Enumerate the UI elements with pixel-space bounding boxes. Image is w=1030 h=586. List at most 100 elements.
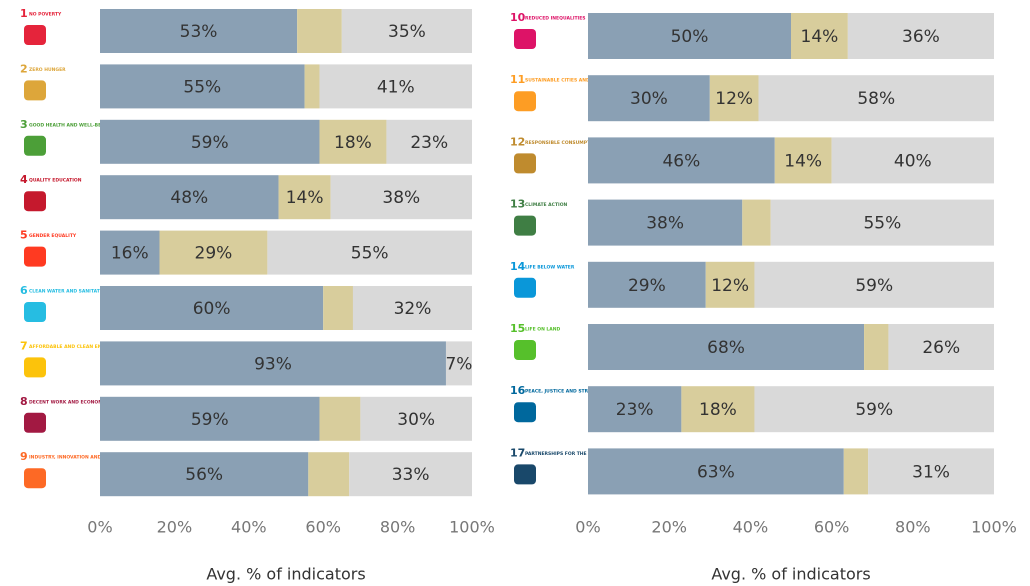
bar-segment [754,261,994,308]
data-label: 55% [351,244,389,264]
goal-number: 2 [20,62,28,75]
bar-segment [758,75,994,122]
bar-segment [588,137,775,184]
data-label: 50% [671,27,709,47]
data-label: 68% [707,338,745,358]
goal-number: 5 [20,229,28,242]
bar-segment [100,286,324,330]
bar-segment [709,75,759,122]
bar-segment [588,324,865,370]
x-tick-label: 80% [895,518,931,537]
bar-segment [386,119,472,164]
bar-segment [847,13,994,59]
data-label: 30% [630,89,668,109]
goal-icon [24,246,46,267]
bar-segment [888,324,994,370]
goal-number: 8 [20,395,28,408]
bar-segment [864,324,889,370]
x-tick-label: 60% [814,518,850,537]
x-tick-label: 80% [380,518,416,537]
data-label: 29% [195,244,233,264]
data-label: 40% [894,151,932,171]
goal-icon [514,402,536,423]
bar-segment [588,13,791,59]
data-label: 48% [170,188,208,208]
data-label: 26% [922,338,960,358]
bar-segment [352,286,472,330]
bar-segment [319,64,472,109]
goal-name: SUSTAINABLE CITIES AND COMMUNITIES [525,78,628,84]
bar-segment [319,396,361,441]
goal-number: 10 [510,11,526,24]
bar-segment [770,199,994,246]
data-label: 59% [855,276,893,296]
goal-name: ZERO HUNGER [29,67,66,73]
goal-icon [514,215,536,236]
goal-number: 12 [510,135,525,148]
goal-name: PARTNERSHIPS FOR THE GOALS [525,451,605,457]
goal-name: CLEAN WATER AND SANITATION [29,289,109,295]
x-tick-label: 100% [971,518,1017,537]
data-label: 32% [394,299,432,319]
bar-segment [831,137,994,184]
bar-segment [278,175,331,220]
bar-segment [742,199,771,246]
data-label: 23% [616,400,654,420]
goal-name: PEACE, JUSTICE AND STRONG INSTITUTIONS [525,389,637,395]
goal-name: QUALITY EDUCATION [29,178,82,184]
bar-segment [588,261,706,308]
x-tick-label: 0% [575,518,600,537]
x-tick-label: 0% [87,518,112,537]
goal-name: GENDER EQUALITY [29,233,77,239]
data-label: 12% [715,89,753,109]
data-label: 59% [191,133,229,153]
data-label: 31% [912,462,950,482]
data-label: 23% [410,133,448,153]
bar-segment [304,64,320,109]
data-label: 55% [183,77,221,97]
data-label: 38% [382,188,420,208]
bar-segment [774,137,832,184]
x-tick-label: 100% [449,518,495,537]
data-label: 12% [711,276,749,296]
bar-segment [100,175,279,220]
bar-segment [445,341,472,386]
bar-segment [588,199,743,246]
data-label: 33% [392,465,430,485]
data-label: 35% [388,22,426,42]
goal-icon [24,468,46,489]
goal-number: 4 [20,173,28,186]
goal-icon [24,25,46,45]
data-label: 60% [193,299,231,319]
data-label: 41% [377,77,415,97]
data-label: 58% [857,89,895,109]
goal-icon [24,357,46,378]
goal-icon [24,80,46,101]
goal-number: 16 [510,384,526,397]
data-label: 14% [286,188,324,208]
bar-segment [100,396,320,441]
bar-segment [341,9,472,53]
goal-number: 7 [20,339,28,352]
goal-name: REDUCED INEQUALITIES [525,16,586,22]
data-label: 38% [646,214,684,234]
bar-segment [349,452,472,497]
goal-icon [514,340,536,360]
x-tick-label: 20% [651,518,687,537]
data-label: 36% [902,27,940,47]
goal-icon [514,91,536,112]
data-label: 30% [397,410,435,430]
bar-segment [791,13,848,59]
bar-segment [297,9,342,53]
goal-name: AFFORDABLE AND CLEAN ENERGY [29,344,116,350]
bar-segment [159,230,268,275]
bar-segment [319,119,387,164]
goal-number: 9 [20,450,28,463]
bar-segment [100,230,160,275]
goal-icon [24,302,46,322]
bar-segment [868,448,994,495]
data-label: 93% [254,354,292,374]
bar-segment [267,230,472,275]
goal-name: CLIMATE ACTION [525,202,568,208]
bar-segment [100,64,305,109]
